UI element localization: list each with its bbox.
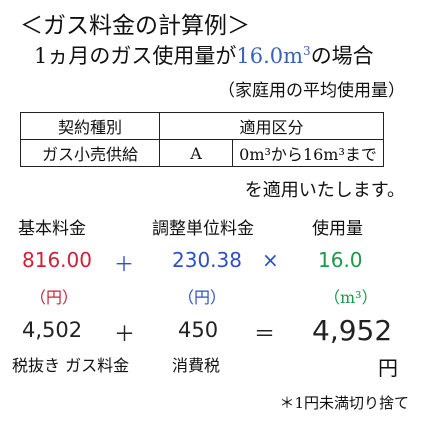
condition-prefix: 1ヵ月のガス使用量が [34,44,237,68]
page-title: ＜ガス料金の計算例＞ [20,13,250,39]
taxfree-gas-fee-value: 4,502 [22,318,83,342]
plus-sign-2: ＋ [114,322,135,346]
plan-table: 契約種別 適用区分 ガス小売供給 A 0m³から16m³まで [20,112,384,167]
condition-amount: 16.0m [236,44,304,68]
contract-type: ガス小売供給 [20,139,160,167]
equals-sign: ＝ [254,322,275,346]
consumption-tax-value: 450 [178,318,219,342]
rounding-footnote: ＊1円未満切り捨て [279,394,409,412]
unit-fee-value: 230.38 [172,248,242,272]
household-average-note: （家庭用の平均使用量） [218,81,405,101]
usage-value: 16.0 [318,248,363,272]
condition-amount-unit-exponent: 3 [303,44,311,58]
yen-unit: 円 [378,356,398,380]
unit-yen-adjusted: （円） [178,288,227,307]
basic-fee-value: 816.00 [22,248,92,272]
plan-table-header-row: 契約種別 適用区分 [20,112,384,140]
unit-cubic-meter: （m³） [324,288,378,307]
contract-class: A [159,139,233,167]
usage-condition: 1ヵ月のガス使用量が16.0m3の場合 [34,40,374,70]
multiply-sign: × [262,248,279,272]
total-value: 4,952 [312,314,393,347]
header-application-section: 適用区分 [159,112,384,140]
usage-range: 0m³から16m³まで [232,139,384,167]
applies-text: を適用いたします。 [244,180,405,201]
label-usage: 使用量 [312,219,363,239]
header-contract-type: 契約種別 [20,112,160,140]
consumption-tax-label: 消費税 [172,356,221,375]
unit-yen-basic: （円） [30,288,79,307]
label-basic-fee: 基本料金 [18,219,86,239]
condition-suffix: の場合 [310,44,374,68]
label-adjusted-unit-fee: 調整単位料金 [152,219,254,239]
plus-sign: ＋ [114,252,134,276]
plan-table-row: ガス小売供給 A 0m³から16m³まで [20,139,384,167]
taxfree-gas-fee-label: 税抜き ガス料金 [12,356,130,375]
